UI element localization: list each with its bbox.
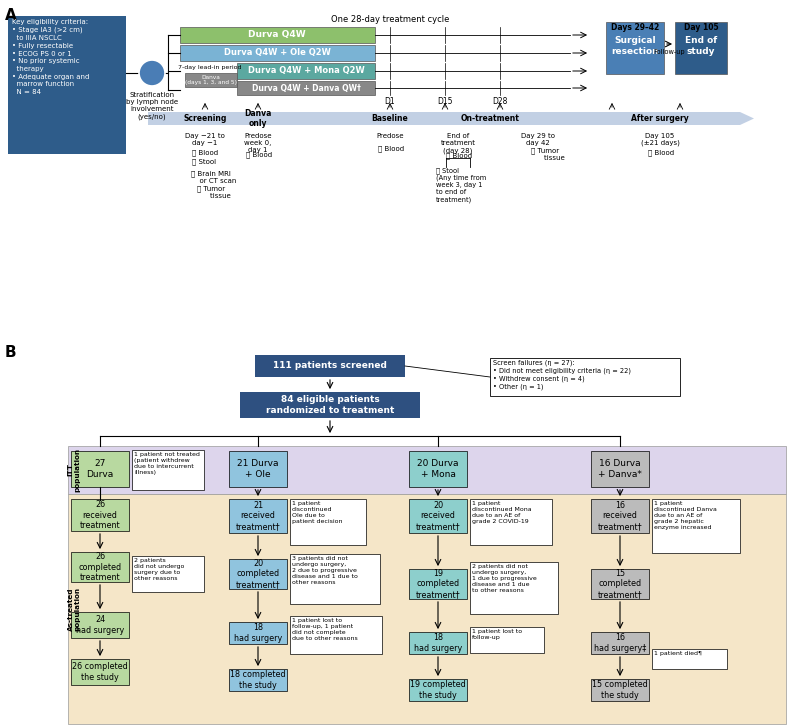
Bar bbox=[290, 499, 366, 545]
Text: 20
completed
treatment†: 20 completed treatment† bbox=[236, 559, 281, 589]
Text: 16
received
treatment†: 16 received treatment† bbox=[598, 501, 642, 531]
Text: Screen failures (η = 27):
• Did not meet eligibility criteria (η = 22)
• Withdre: Screen failures (η = 27): • Did not meet… bbox=[493, 360, 631, 390]
Text: Durva Q4W + Mona Q2W: Durva Q4W + Mona Q2W bbox=[248, 66, 364, 76]
Text: 20 Durva
+ Mona: 20 Durva + Mona bbox=[418, 459, 459, 478]
Text: 1 patient lost to
follow-up, 1 patient
did not complete
due to other reasons: 1 patient lost to follow-up, 1 patient d… bbox=[292, 618, 358, 641]
Text: Screening: Screening bbox=[183, 114, 226, 123]
Text: End of
treatment
(day 28): End of treatment (day 28) bbox=[441, 133, 476, 153]
Text: 26
completed
treatment: 26 completed treatment bbox=[78, 552, 122, 582]
Text: Predose
week 0,
day 1: Predose week 0, day 1 bbox=[244, 133, 272, 153]
Text: 24
had surgery: 24 had surgery bbox=[76, 615, 124, 635]
Text: Danva
(days 1, 3, and 5): Danva (days 1, 3, and 5) bbox=[185, 75, 237, 85]
Text: One 28-day treatment cycle: One 28-day treatment cycle bbox=[331, 15, 450, 24]
Text: 111 patients screened: 111 patients screened bbox=[273, 361, 387, 371]
Text: 🧪 Blood: 🧪 Blood bbox=[648, 149, 674, 156]
Text: 🧪 Stool: 🧪 Stool bbox=[192, 158, 216, 164]
Bar bbox=[409, 499, 467, 533]
Bar bbox=[470, 627, 544, 653]
Text: 1 patient
discontinued Danva
due to an AE of
grade 2 hepatic
enzyme increased: 1 patient discontinued Danva due to an A… bbox=[654, 501, 717, 530]
Text: 16
had surgery‡: 16 had surgery‡ bbox=[594, 633, 646, 653]
Text: 15 completed
the study: 15 completed the study bbox=[592, 680, 648, 699]
Bar bbox=[71, 552, 129, 582]
Text: Day 105: Day 105 bbox=[684, 23, 718, 31]
Text: Day 105
(±21 days): Day 105 (±21 days) bbox=[641, 133, 679, 147]
Bar bbox=[409, 679, 467, 701]
Text: Durva Q4W + Danva QW†: Durva Q4W + Danva QW† bbox=[252, 84, 360, 92]
Bar bbox=[490, 358, 680, 396]
Bar bbox=[652, 649, 727, 669]
Bar bbox=[240, 392, 420, 418]
Text: D28: D28 bbox=[493, 97, 508, 106]
Text: Follow-up: Follow-up bbox=[654, 49, 685, 55]
Bar bbox=[290, 554, 380, 604]
Bar bbox=[237, 81, 375, 95]
Bar bbox=[591, 632, 649, 654]
Text: Day −21 to
day −1: Day −21 to day −1 bbox=[185, 133, 225, 146]
Bar bbox=[470, 499, 552, 545]
Bar bbox=[237, 63, 375, 79]
Text: D1: D1 bbox=[385, 97, 395, 106]
Bar bbox=[591, 679, 649, 701]
Text: 18
had surgery: 18 had surgery bbox=[234, 623, 282, 643]
Text: 1 patient died¶: 1 patient died¶ bbox=[654, 651, 702, 656]
Bar bbox=[180, 27, 375, 43]
Text: R: R bbox=[147, 68, 156, 78]
Text: 🧪 Brain MRI
      or CT scan: 🧪 Brain MRI or CT scan bbox=[186, 170, 237, 184]
Bar bbox=[185, 73, 237, 87]
Bar bbox=[591, 499, 649, 533]
Bar bbox=[71, 612, 129, 638]
Text: Stratification
by lymph node
involvement
(yes/no): Stratification by lymph node involvement… bbox=[126, 92, 178, 119]
Text: On-treatment: On-treatment bbox=[461, 114, 520, 123]
Bar bbox=[68, 446, 786, 494]
Text: 2 patients
did not undergo
surgery due to
other reasons: 2 patients did not undergo surgery due t… bbox=[134, 558, 184, 581]
Text: 20
received
treatment†: 20 received treatment† bbox=[416, 501, 461, 531]
Text: 1 patient
discontinued
Ole due to
patient decision: 1 patient discontinued Ole due to patien… bbox=[292, 501, 343, 524]
Bar bbox=[180, 45, 375, 61]
Text: End of
study: End of study bbox=[685, 36, 717, 56]
Text: Day 29 to
day 42: Day 29 to day 42 bbox=[521, 133, 555, 146]
Bar bbox=[229, 499, 287, 533]
Text: 19 completed
the study: 19 completed the study bbox=[410, 680, 466, 699]
Text: 🧪 Stool
(Any time from
week 3, day 1
to end of
treatment): 🧪 Stool (Any time from week 3, day 1 to … bbox=[436, 167, 486, 203]
Text: 🧪 Blood: 🧪 Blood bbox=[446, 152, 472, 158]
Bar bbox=[675, 22, 727, 74]
Text: Durva Q4W: Durva Q4W bbox=[248, 31, 306, 39]
Text: 19
completed
treatment†: 19 completed treatment† bbox=[416, 569, 461, 599]
Text: 3 patients did not
undergo surgery,
2 due to progressive
disease and 1 due to
ot: 3 patients did not undergo surgery, 2 du… bbox=[292, 556, 358, 585]
Bar bbox=[409, 569, 467, 599]
Bar bbox=[132, 450, 204, 490]
Text: D15: D15 bbox=[438, 97, 453, 106]
Bar bbox=[71, 499, 129, 531]
Bar bbox=[71, 659, 129, 685]
Bar bbox=[229, 669, 287, 691]
Text: Predose: Predose bbox=[376, 133, 404, 139]
Bar bbox=[8, 16, 126, 154]
Text: 🧪 Tumor
        tissue: 🧪 Tumor tissue bbox=[192, 185, 231, 198]
Bar bbox=[591, 451, 649, 487]
Text: Danva
only: Danva only bbox=[245, 109, 272, 128]
Text: 🧪 Tumor
        tissue: 🧪 Tumor tissue bbox=[526, 147, 565, 161]
Text: 26 completed
the study: 26 completed the study bbox=[72, 662, 128, 682]
Text: 1 patient not treated
(patient withdrew
due to intercurrent
illness): 1 patient not treated (patient withdrew … bbox=[134, 452, 200, 475]
Text: 21
received
treatment†: 21 received treatment† bbox=[236, 501, 281, 531]
Text: 2 patients did not
undergo surgery,
1 due to progressive
disease and 1 due
to ot: 2 patients did not undergo surgery, 1 du… bbox=[472, 564, 536, 593]
Text: 18 completed
the study: 18 completed the study bbox=[230, 670, 286, 690]
Bar bbox=[229, 622, 287, 644]
Text: After surgery: After surgery bbox=[631, 114, 689, 123]
Text: 🧪 Blood: 🧪 Blood bbox=[378, 145, 404, 152]
Text: 27
Durva: 27 Durva bbox=[86, 459, 114, 478]
Text: Surgical
resection: Surgical resection bbox=[611, 36, 659, 56]
Text: Durva Q4W + Ole Q2W: Durva Q4W + Ole Q2W bbox=[224, 49, 331, 57]
Bar bbox=[71, 451, 129, 487]
Text: As-treated
population: As-treated population bbox=[68, 587, 80, 631]
Text: 🧪 Blood: 🧪 Blood bbox=[192, 149, 218, 156]
Circle shape bbox=[139, 60, 165, 86]
Bar bbox=[255, 355, 405, 377]
Bar bbox=[68, 494, 786, 724]
Bar bbox=[132, 556, 204, 592]
Text: Days 29–42: Days 29–42 bbox=[611, 23, 659, 31]
Text: 18
had surgery: 18 had surgery bbox=[414, 633, 462, 653]
Text: 1 patient
discontinued Mona
due to an AE of
grade 2 COVID-19: 1 patient discontinued Mona due to an AE… bbox=[472, 501, 532, 524]
Text: A: A bbox=[5, 8, 17, 23]
Bar bbox=[652, 499, 740, 553]
